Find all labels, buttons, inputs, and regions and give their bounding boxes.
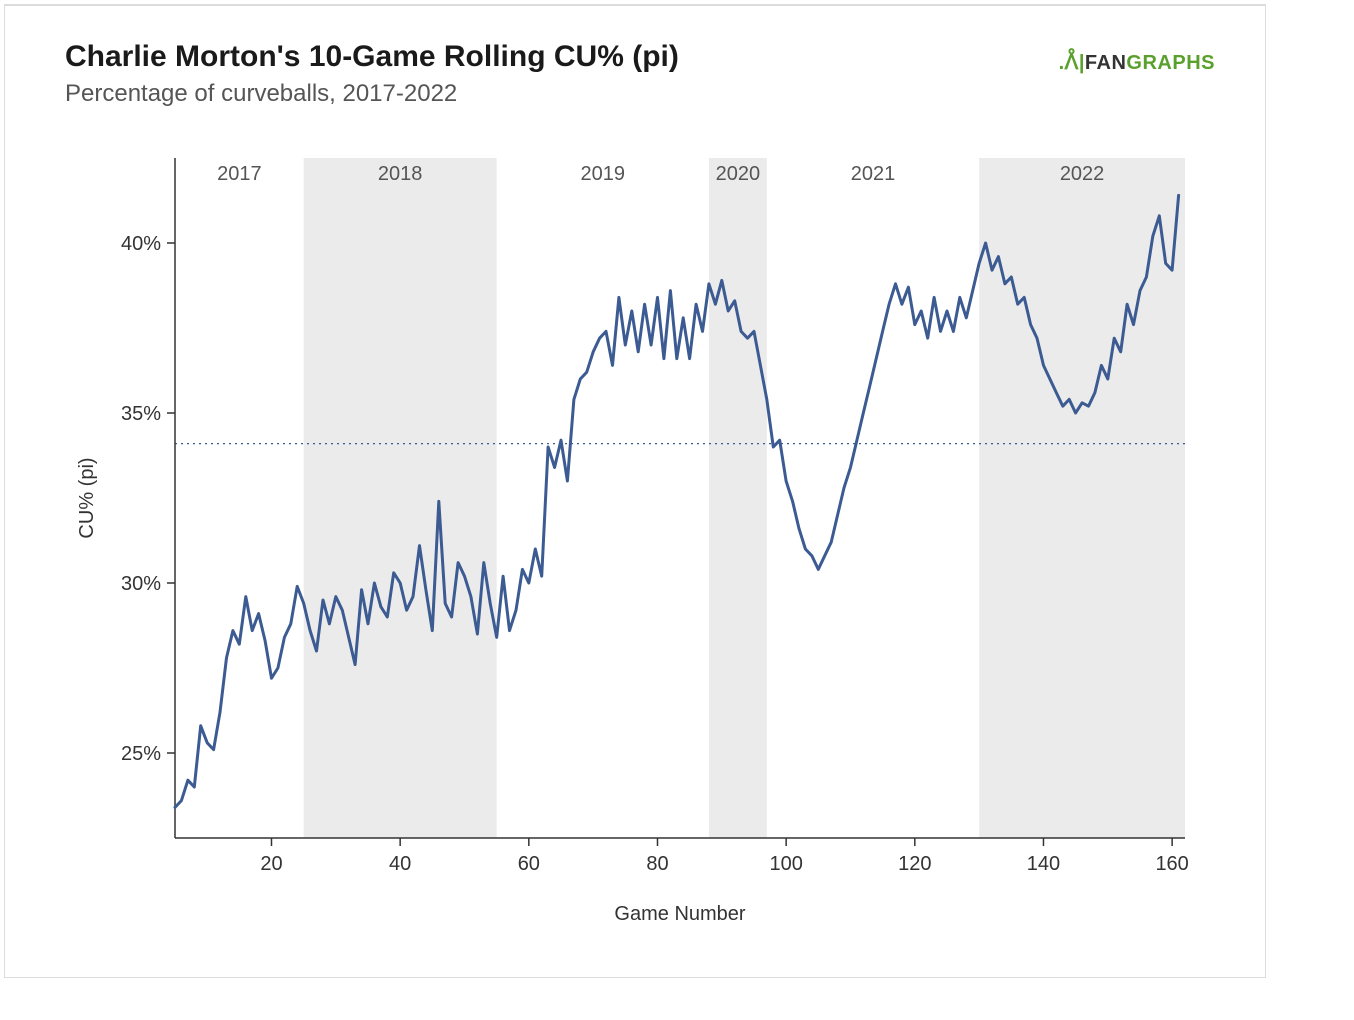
x-tick-label: 100: [769, 853, 802, 875]
x-tick-label: 20: [260, 853, 282, 875]
year-label: 2018: [378, 163, 423, 185]
header-row: Charlie Morton's 10-Game Rolling CU% (pi…: [65, 40, 1215, 108]
year-label: 2022: [1060, 163, 1105, 185]
line-chart-svg: 25% 30% 35% 40% 20 40 60 80 100 120 140 160 2017 2018…: [65, 118, 1215, 938]
logo-icon: .ᐰ: [1059, 52, 1079, 74]
chart-card: Charlie Morton's 10-Game Rolling CU% (pi…: [4, 4, 1266, 978]
chart-title: Charlie Morton's 10-Game Rolling CU% (pi…: [65, 40, 679, 74]
y-tick-label: 30%: [121, 573, 161, 595]
y-tick-label: 35%: [121, 403, 161, 425]
x-tick-label: 80: [646, 853, 668, 875]
fangraphs-logo: .ᐰ|FANGRAPHS: [1059, 50, 1215, 75]
year-band: [304, 158, 497, 838]
year-label: 2017: [217, 163, 262, 185]
year-band: [709, 158, 767, 838]
chart-subtitle: Percentage of curveballs, 2017-2022: [65, 80, 679, 108]
chart-area: 25% 30% 35% 40% 20 40 60 80 100 120 140 160 2017 2018…: [65, 118, 1215, 938]
x-tick-label: 40: [389, 853, 411, 875]
y-axis-label: CU% (pi): [76, 457, 98, 538]
x-axis-label: Game Number: [614, 903, 745, 925]
title-block: Charlie Morton's 10-Game Rolling CU% (pi…: [65, 40, 679, 108]
y-tick-label: 40%: [121, 233, 161, 255]
logo-text-graphs: GRAPHS: [1126, 52, 1215, 74]
x-tick-label: 140: [1027, 853, 1060, 875]
logo-text-fan: FAN: [1085, 52, 1127, 74]
x-tick-label: 120: [898, 853, 931, 875]
x-tick-label: 160: [1155, 853, 1188, 875]
year-band: [979, 158, 1185, 838]
year-label: 2019: [581, 163, 626, 185]
year-label: 2021: [851, 163, 896, 185]
year-label: 2020: [716, 163, 761, 185]
x-tick-label: 60: [518, 853, 540, 875]
y-tick-label: 25%: [121, 743, 161, 765]
